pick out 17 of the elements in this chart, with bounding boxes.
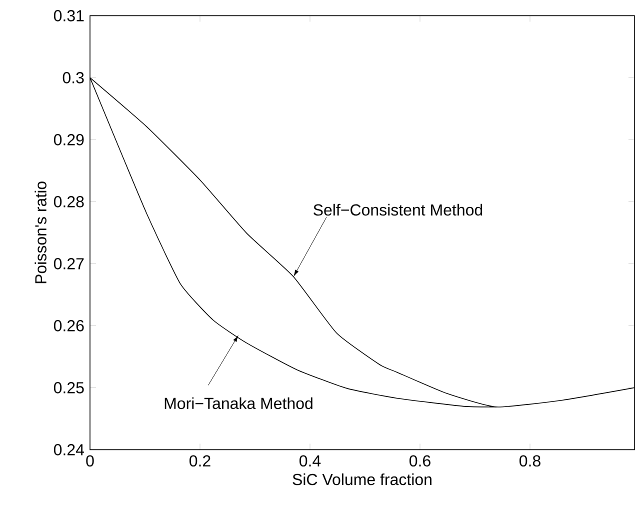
x-tick-label: 0.6 [410, 455, 430, 467]
y-tick-label: 0.3 [62, 72, 84, 84]
x-tick-label: 0.4 [300, 455, 321, 467]
annotation: Mori−Tanaka Method [164, 397, 312, 410]
y-tick-label: 0.24 [54, 444, 84, 456]
y-tick-label: 0.31 [54, 10, 84, 22]
y-tick-label: 0.29 [54, 134, 84, 146]
x-tick-label: 0.8 [519, 455, 540, 467]
y-tick-label: 0.28 [54, 196, 84, 208]
x-axis-title: SiC Volume fraction [292, 473, 432, 486]
y-axis-title: Poisson's ratio [34, 182, 46, 284]
y-tick-label: 0.25 [54, 382, 84, 394]
x-tick-label: 0 [86, 455, 94, 467]
annotation: Self−Consistent Method [314, 204, 482, 216]
y-tick-label: 0.27 [54, 258, 84, 270]
y-tick-label: 0.26 [54, 320, 84, 332]
x-tick-label: 0.2 [190, 455, 210, 467]
